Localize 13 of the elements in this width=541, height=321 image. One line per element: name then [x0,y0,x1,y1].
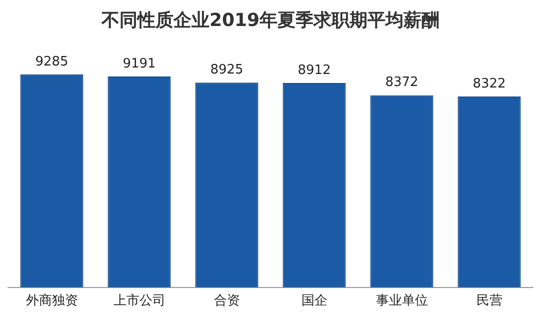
data-label: 8912 [298,62,331,78]
data-label: 8322 [472,76,506,92]
x-tick-label: 上市公司 [113,294,166,309]
data-label: 9191 [122,56,156,72]
x-tick-label: 外商独资 [26,294,78,309]
data-label: 9285 [35,54,68,70]
data-label: 8925 [210,62,244,78]
x-tick-label: 合资 [214,294,240,309]
chart-title: 不同性质企业2019年夏季求职期平均薪酬 [100,9,441,33]
data-label: 8372 [385,75,418,90]
x-tick-label: 民营 [476,294,502,309]
x-tick-label: 国企 [301,294,328,309]
x-tick-label: 事业单位 [376,294,428,309]
